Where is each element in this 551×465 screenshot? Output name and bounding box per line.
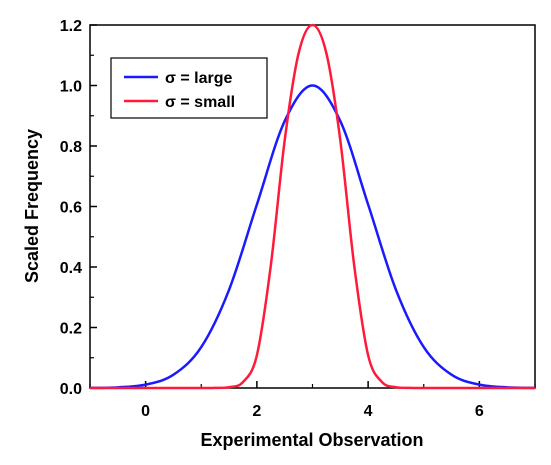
- legend-label: σ = large: [165, 70, 233, 87]
- y-tick-label: 0.6: [60, 200, 82, 217]
- legend-label: σ = small: [165, 94, 235, 111]
- series-line: [89, 84, 536, 390]
- series-large-sigma: [89, 84, 536, 390]
- series-line: [201, 23, 424, 390]
- x-tick-label: 0: [141, 403, 150, 420]
- y-tick-label: 0.2: [60, 321, 82, 338]
- y-tick-label: 0.8: [60, 139, 82, 156]
- legend: σ = large σ = small: [110, 57, 268, 119]
- y-axis-title: Scaled Frequency: [22, 129, 42, 283]
- series-group: [89, 23, 536, 390]
- series-small-sigma: [90, 23, 535, 390]
- x-axis-title: Experimental Observation: [200, 430, 423, 450]
- y-tick-label: 1.2: [60, 18, 82, 35]
- x-tick-label: 2: [252, 403, 261, 420]
- legend-box: [110, 57, 268, 119]
- x-tick-label: 4: [364, 403, 373, 420]
- y-tick-label: 1.0: [60, 79, 82, 96]
- x-tick-label: 6: [475, 403, 484, 420]
- y-tick-label: 0.0: [60, 381, 82, 398]
- y-tick-label: 0.4: [60, 260, 82, 277]
